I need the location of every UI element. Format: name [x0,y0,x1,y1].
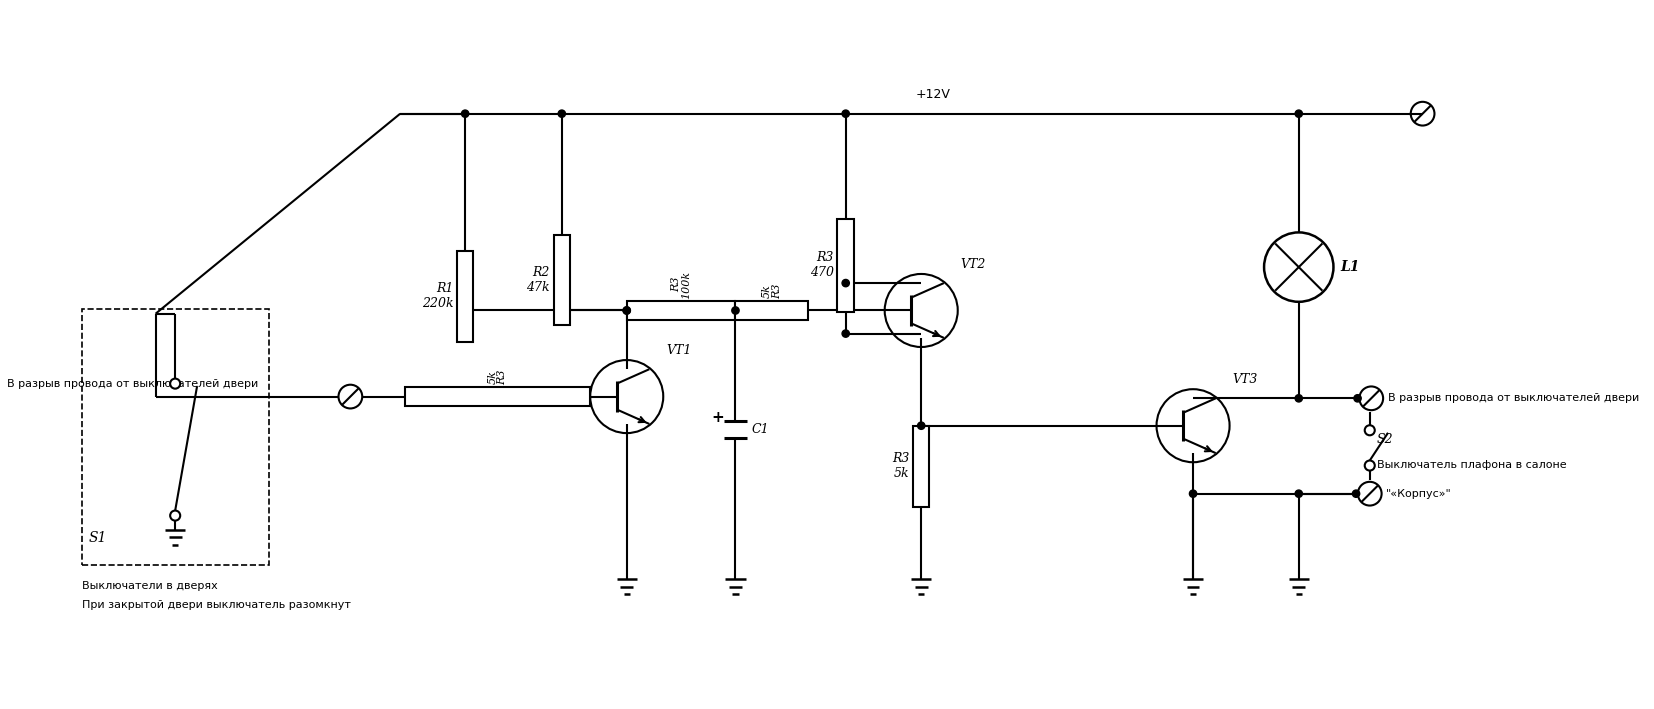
Circle shape [1365,461,1374,471]
Text: В разрыв провода от выключателей двери: В разрыв провода от выключателей двери [7,379,258,389]
Bar [81,309,270,565]
Bar [457,251,473,342]
Text: C1: C1 [753,423,769,436]
Circle shape [1295,110,1302,117]
Text: VT1: VT1 [667,345,691,357]
Circle shape [624,307,630,314]
Circle shape [1295,395,1302,402]
Text: S1: S1 [89,531,108,545]
Text: Выключатели в дверях: Выключатели в дверях [81,581,217,591]
Text: 5k
R3: 5k R3 [762,283,782,298]
Circle shape [1365,425,1374,435]
Circle shape [842,330,850,337]
Text: Выключатель плафона в салоне: Выключатель плафона в салоне [1378,460,1566,470]
Circle shape [842,279,850,286]
Text: S2: S2 [1378,433,1394,446]
Bar [405,387,590,406]
Text: +12V: +12V [916,88,951,101]
Circle shape [624,307,630,314]
Text: 5k
R3: 5k R3 [488,369,508,385]
Text: +: + [711,411,724,425]
Circle shape [557,110,566,117]
Text: R1
220k: R1 220k [422,282,453,311]
Bar [837,218,853,313]
Text: В разрыв провода от выключателей двери: В разрыв провода от выключателей двери [1388,393,1639,403]
Text: При закрытой двери выключатель разомкнут: При закрытой двери выключатель разомкнут [81,600,351,610]
Bar [913,425,930,507]
Text: R3
470: R3 470 [810,252,834,279]
Text: R2
47k: R2 47k [526,266,549,294]
Text: R3
5k: R3 5k [892,452,910,480]
Circle shape [461,110,468,117]
Bar [736,301,807,320]
Text: VT2: VT2 [961,258,986,272]
Text: R3
100k: R3 100k [672,271,691,298]
Circle shape [731,307,739,314]
Circle shape [1353,490,1360,497]
Text: L1: L1 [1341,260,1360,274]
Circle shape [1355,395,1361,402]
Bar [554,235,571,325]
Bar [627,301,736,320]
Circle shape [918,422,925,430]
Circle shape [1295,490,1302,497]
Text: "«Корпус»": "«Корпус»" [1386,489,1452,498]
Circle shape [170,510,180,520]
Circle shape [842,110,850,117]
Text: VT3: VT3 [1232,374,1257,386]
Circle shape [1189,490,1197,497]
Circle shape [170,379,180,389]
